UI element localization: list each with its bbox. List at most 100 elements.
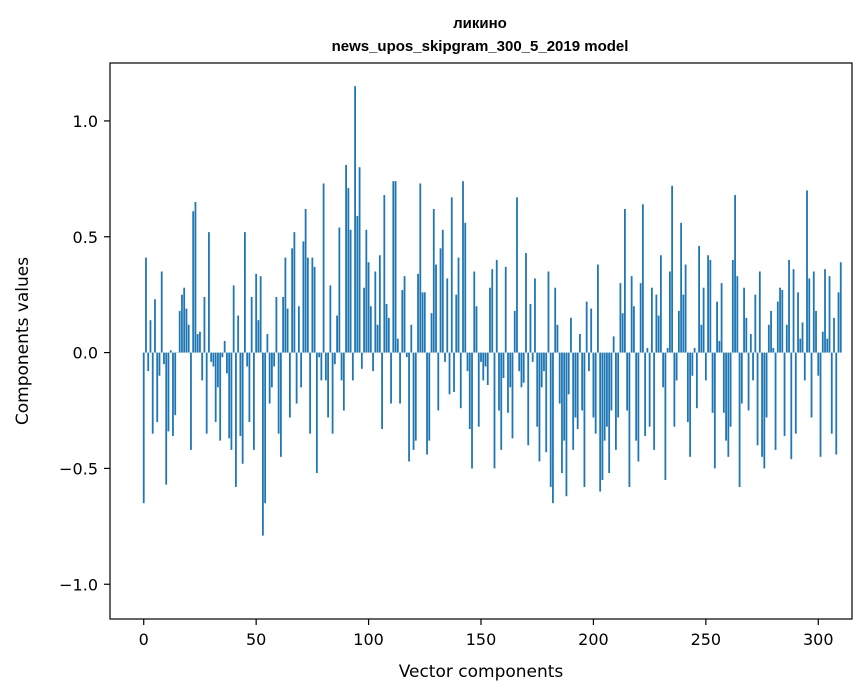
bar-55	[266, 334, 269, 353]
bar-21	[190, 352, 192, 450]
bar-192	[574, 352, 577, 418]
bar-287	[788, 259, 790, 353]
bar-164	[511, 352, 514, 439]
bar-213	[621, 313, 624, 353]
bar-6	[156, 352, 159, 423]
bar-226	[650, 287, 653, 353]
bar-191	[572, 352, 575, 450]
bar-264	[736, 276, 739, 353]
bar-212	[619, 283, 622, 353]
bar-53	[262, 352, 264, 536]
bar-71	[302, 241, 305, 353]
bar-54	[264, 352, 267, 504]
bar-200	[592, 352, 595, 418]
plot-frame	[109, 62, 853, 620]
bar-74	[309, 352, 312, 434]
bar-121	[414, 352, 417, 441]
bar-116	[403, 276, 406, 353]
y-tick-label: 0.0	[73, 344, 98, 363]
bar-10	[165, 352, 168, 485]
bar-27	[203, 296, 206, 353]
bar-114	[399, 352, 401, 404]
bar-25	[199, 331, 201, 353]
bar-128	[430, 313, 433, 353]
bar-43	[239, 352, 242, 436]
bar-277	[765, 352, 768, 418]
bar-144	[466, 352, 469, 372]
bar-183	[554, 287, 557, 353]
bar-142	[462, 181, 464, 353]
bar-293	[801, 322, 804, 353]
bar-4	[151, 352, 154, 434]
bar-51	[257, 320, 260, 353]
bar-17	[181, 294, 183, 353]
bar-0	[142, 352, 145, 504]
bar-179	[545, 352, 548, 453]
bar-111	[392, 181, 395, 353]
bar-2	[147, 352, 150, 372]
bar-169	[522, 352, 525, 383]
bar-58	[273, 352, 276, 367]
bar-35	[221, 352, 224, 358]
bar-99	[365, 229, 368, 353]
bar-207	[608, 352, 611, 474]
bar-159	[500, 352, 503, 450]
bar-175	[536, 352, 539, 427]
bar-44	[241, 352, 244, 464]
bar-81	[324, 352, 327, 381]
bar-39	[230, 352, 233, 450]
bar-177	[540, 352, 543, 388]
bar-190	[570, 317, 572, 353]
bar-269	[747, 352, 750, 411]
bar-242	[686, 352, 689, 423]
bar-89	[342, 352, 345, 411]
bar-223	[644, 352, 647, 436]
bar-210	[615, 352, 617, 450]
bar-127	[428, 352, 431, 441]
bar-132	[439, 248, 442, 353]
bar-171	[527, 352, 530, 446]
bar-290	[794, 352, 797, 434]
bar-286	[785, 324, 788, 353]
bar-232	[664, 352, 667, 480]
bar-119	[410, 324, 413, 353]
bar-281	[774, 352, 777, 450]
bar-296	[808, 278, 811, 353]
bar-231	[662, 352, 665, 388]
bar-243	[689, 352, 692, 457]
bar-110	[390, 352, 392, 404]
bar-59	[275, 296, 278, 353]
bar-297	[810, 352, 813, 418]
bar-124	[421, 292, 424, 353]
bar-241	[684, 264, 687, 353]
bar-91	[347, 188, 350, 353]
bar-98	[363, 287, 365, 353]
bar-107	[383, 195, 386, 353]
bar-304	[826, 338, 829, 353]
x-tick-label: 50	[246, 630, 266, 649]
bar-41	[235, 352, 237, 487]
bar-239	[680, 222, 683, 353]
bar-262	[731, 259, 734, 353]
bar-211	[617, 352, 620, 418]
bar-22	[192, 211, 195, 353]
bar-30	[210, 352, 213, 362]
bar-12	[169, 350, 172, 353]
bar-178	[543, 352, 545, 372]
bar-11	[167, 352, 170, 432]
bar-271	[752, 352, 754, 381]
bar-70	[300, 352, 303, 388]
bar-292	[799, 338, 802, 353]
bar-263	[734, 195, 736, 353]
bar-143	[464, 222, 467, 353]
bar-204	[601, 352, 604, 480]
bar-20	[187, 324, 190, 353]
bar-64	[286, 308, 289, 353]
bar-168	[520, 352, 523, 388]
bar-103	[374, 271, 377, 353]
bar-185	[558, 352, 561, 404]
bar-138	[453, 352, 455, 392]
bar-68	[295, 352, 298, 404]
bar-201	[594, 352, 597, 434]
bar-261	[729, 352, 732, 427]
